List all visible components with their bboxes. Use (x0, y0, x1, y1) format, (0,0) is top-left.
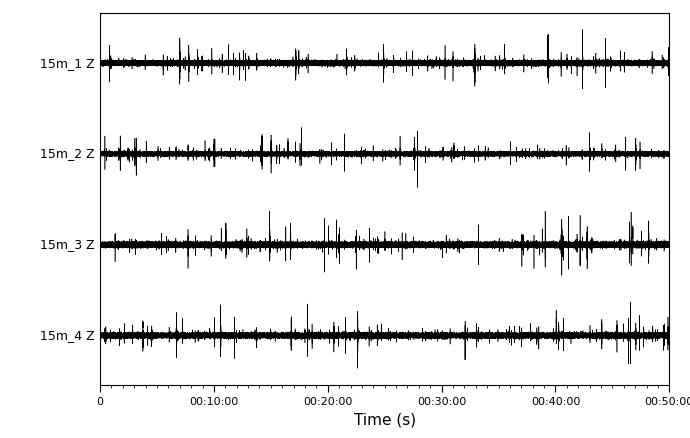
Text: 15m_1 Z: 15m_1 Z (40, 57, 95, 70)
Text: 15m_4 Z: 15m_4 Z (40, 329, 95, 342)
Text: 15m_2 Z: 15m_2 Z (40, 148, 95, 160)
X-axis label: Time (s): Time (s) (353, 413, 416, 428)
Text: 15m_3 Z: 15m_3 Z (40, 238, 95, 251)
